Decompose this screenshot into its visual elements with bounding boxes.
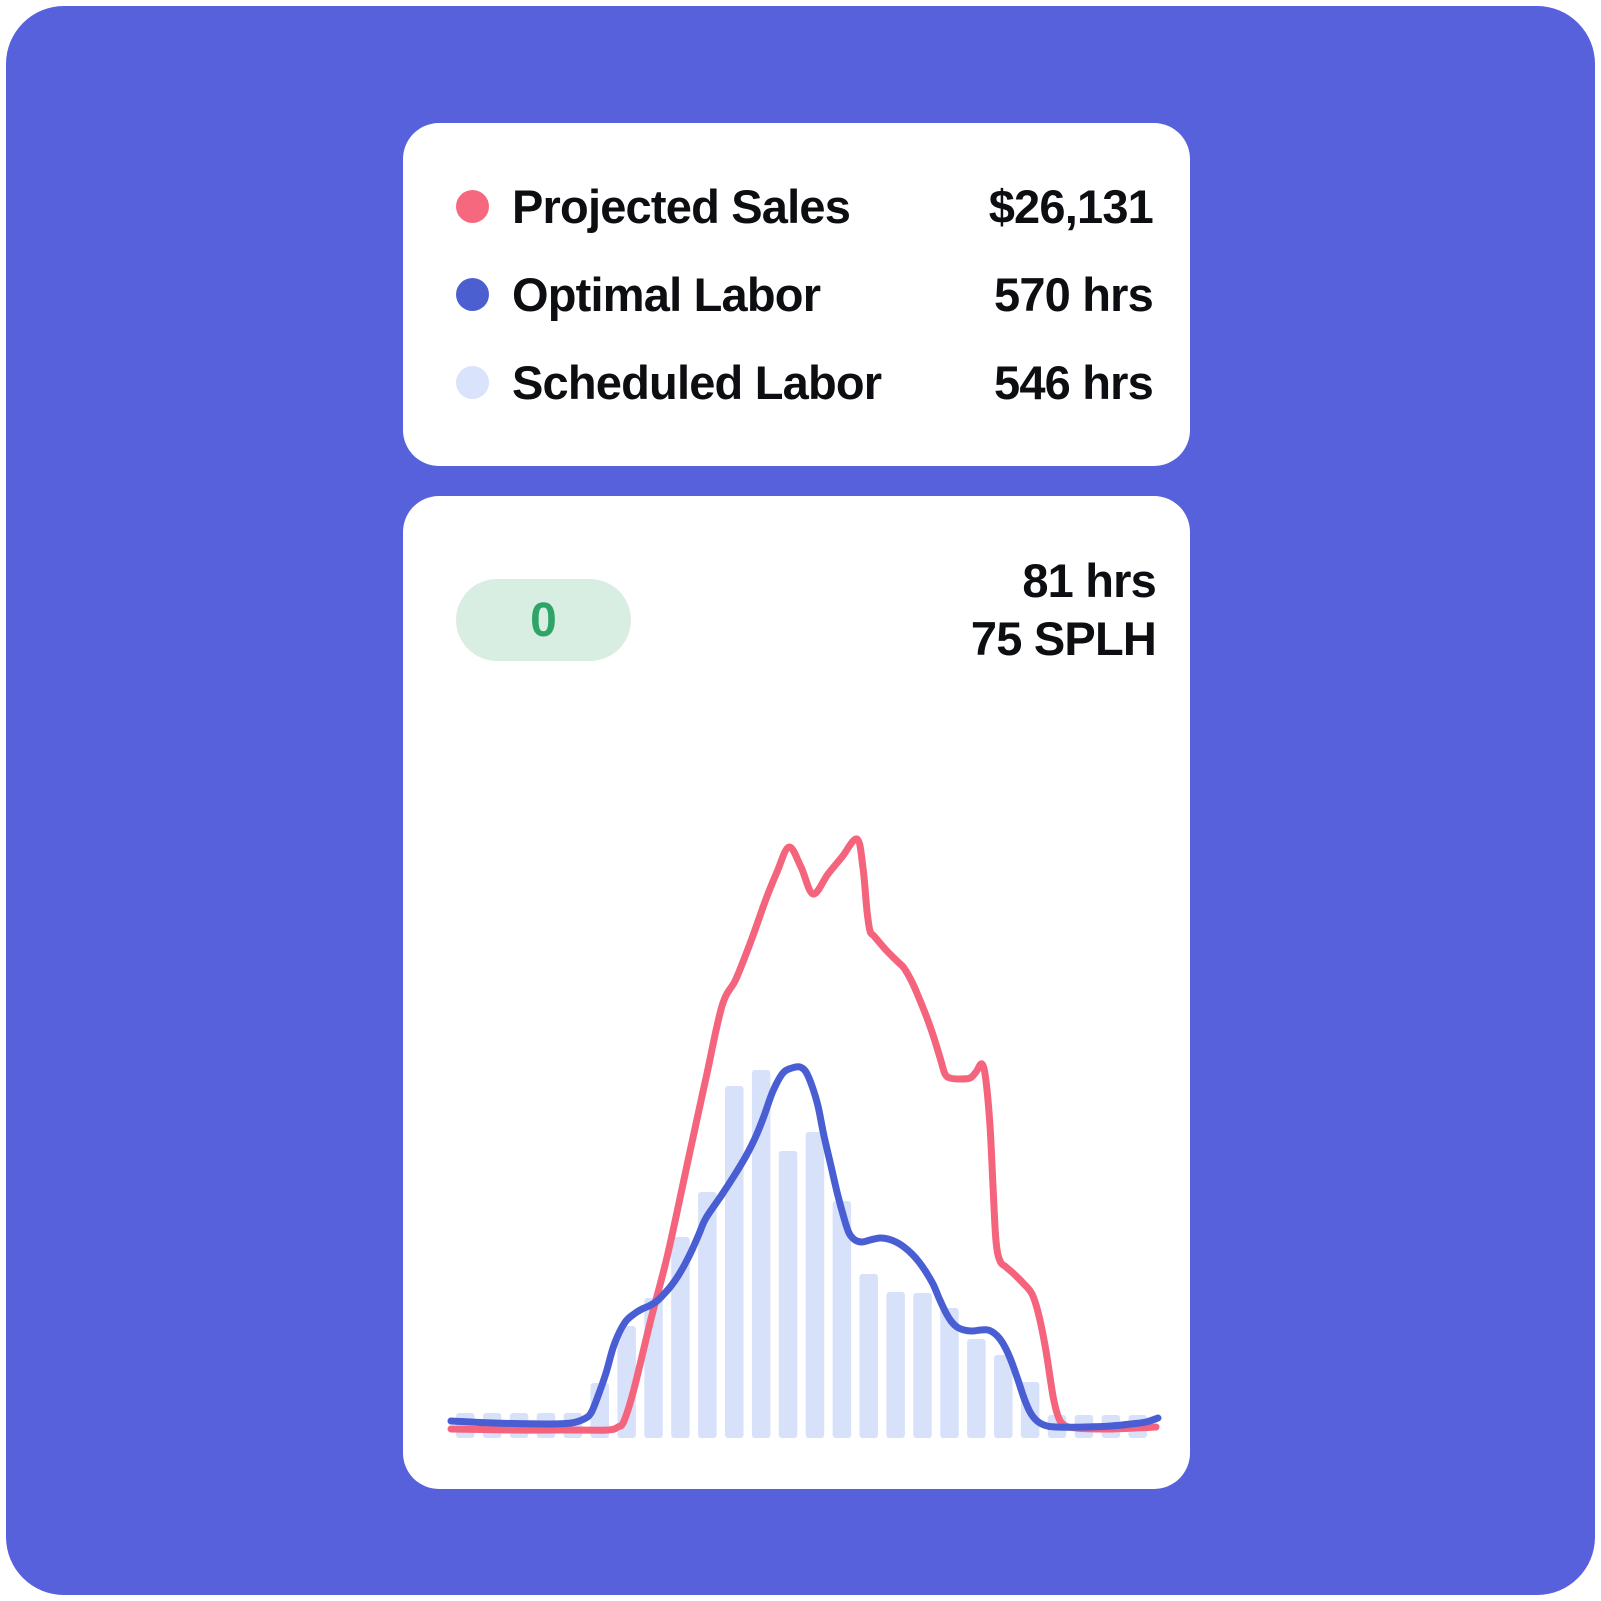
bar-scheduled-labor-9 xyxy=(698,1192,717,1438)
variance-badge: 0 xyxy=(456,579,631,661)
projected-sales-dot-icon xyxy=(456,189,489,223)
legend-value-projected-sales: $26,131 xyxy=(988,179,1154,233)
legend-value-optimal-labor: 570 hrs xyxy=(993,267,1154,321)
stat-splh: 75 SPLH xyxy=(970,612,1157,665)
bar-scheduled-labor-10 xyxy=(725,1086,744,1438)
bar-scheduled-labor-15 xyxy=(859,1274,878,1438)
line-optimal-labor xyxy=(447,1063,1162,1431)
stat-hours: 81 hrs xyxy=(1022,554,1156,607)
legend: Projected Sales $26,131 Optimal Labor 57… xyxy=(456,162,1154,426)
labor-sales-chart xyxy=(447,835,1162,1438)
purple-surface: Projected Sales $26,131 Optimal Labor 57… xyxy=(6,6,1595,1595)
chart-card: 0 81 hrs 75 SPLH xyxy=(403,496,1190,1489)
bar-scheduled-labor-17 xyxy=(913,1293,932,1438)
hour-stats: 81 hrs 75 SPLH xyxy=(970,552,1157,668)
legend-label-scheduled-labor: Scheduled Labor xyxy=(512,355,882,409)
legend-row-scheduled-labor: Scheduled Labor 546 hrs xyxy=(456,338,1154,426)
legend-label-projected-sales: Projected Sales xyxy=(512,179,851,233)
bar-scheduled-labor-16 xyxy=(886,1292,905,1438)
variance-badge-value: 0 xyxy=(530,593,557,647)
bar-scheduled-labor-13 xyxy=(805,1132,825,1438)
bar-scheduled-labor-20 xyxy=(994,1355,1013,1438)
summary-card: Projected Sales $26,131 Optimal Labor 57… xyxy=(403,123,1190,466)
legend-label-optimal-labor: Optimal Labor xyxy=(512,267,821,321)
legend-row-projected-sales: Projected Sales $26,131 xyxy=(456,162,1154,250)
bar-scheduled-labor-11 xyxy=(751,1070,771,1438)
bar-scheduled-labor-14 xyxy=(832,1201,852,1438)
legend-row-optimal-labor: Optimal Labor 570 hrs xyxy=(456,250,1154,338)
legend-value-scheduled-labor: 546 hrs xyxy=(993,355,1154,409)
line-projected-sales xyxy=(447,835,1160,1434)
bar-scheduled-labor-12 xyxy=(778,1151,798,1438)
bar-scheduled-labor-19 xyxy=(967,1339,986,1438)
bar-scheduled-labor-8 xyxy=(671,1237,690,1438)
bar-scheduled-labor-18 xyxy=(940,1308,959,1438)
scheduled-labor-dot-icon xyxy=(456,365,489,399)
optimal-labor-dot-icon xyxy=(456,277,489,311)
